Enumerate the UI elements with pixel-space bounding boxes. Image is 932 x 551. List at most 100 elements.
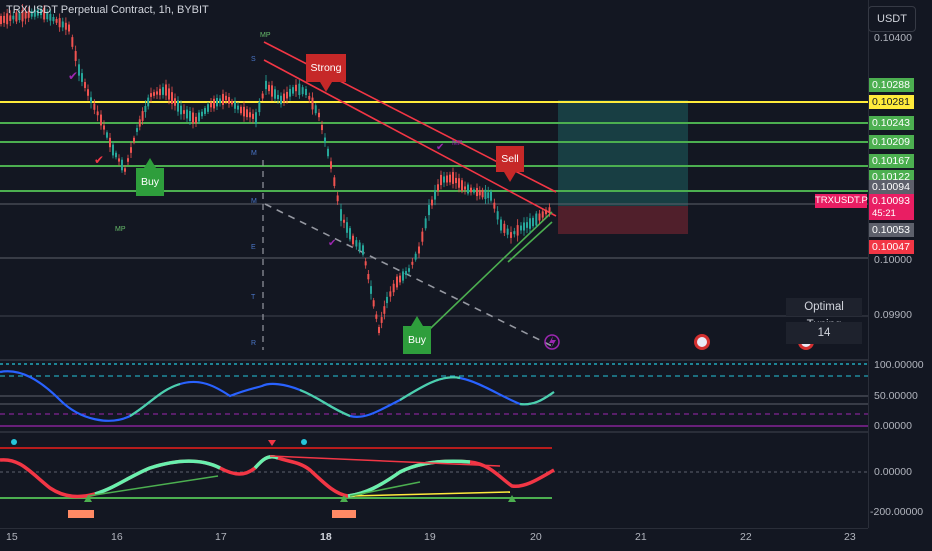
candle-body: [55, 18, 58, 23]
candle-body: [324, 137, 326, 143]
candle-body: [277, 94, 279, 100]
candle-body: [389, 291, 392, 297]
candle-body: [386, 296, 388, 304]
time-axis-label: 21: [635, 531, 647, 543]
candle-body: [283, 93, 285, 102]
buy-signal-label: Buy: [136, 168, 164, 196]
candle-body: [455, 177, 457, 184]
candle-body: [421, 231, 424, 242]
buy-arrow-icon: [411, 316, 423, 326]
candle-body: [481, 189, 484, 198]
candle-body: [162, 87, 164, 95]
check-icon: ✔: [328, 238, 336, 249]
candle-body: [440, 174, 442, 186]
time-axis[interactable]: [0, 528, 868, 551]
candle-body: [292, 87, 294, 94]
flash-icon[interactable]: [544, 334, 560, 350]
candle-body: [165, 84, 167, 96]
candle-body: [452, 172, 454, 184]
candle-body: [237, 105, 239, 110]
candle-body: [396, 276, 398, 288]
oscillator-line: [0, 370, 555, 422]
candle-body: [103, 125, 105, 130]
candle-body: [222, 93, 224, 105]
candle-body: [249, 112, 251, 118]
sell-label: Sell: [501, 153, 519, 165]
candle-body: [286, 91, 288, 99]
candle-body: [271, 85, 273, 97]
buy-arrow-icon: [144, 158, 156, 168]
candle-body: [520, 225, 522, 231]
candle-body: [204, 108, 206, 114]
candle-body: [352, 235, 354, 245]
candle-body: [437, 184, 439, 191]
candle-body: [311, 97, 314, 110]
candle-body: [27, 11, 30, 18]
candle-body: [43, 8, 46, 20]
candle-body: [246, 109, 248, 118]
candle-body: [516, 225, 519, 236]
candle-body: [171, 92, 173, 104]
candle-body: [464, 186, 466, 190]
candle-body: [372, 300, 375, 307]
candle-body: [3, 15, 6, 23]
symbol-tag: TRXUSDT.P: [815, 194, 868, 208]
price-tag: 0.10288: [869, 78, 914, 92]
candle-body: [443, 176, 445, 183]
candle-body: [526, 222, 528, 228]
time-axis-label: 17: [215, 531, 227, 543]
time-axis-label: 16: [111, 531, 123, 543]
candle-body: [523, 222, 525, 231]
candle-body: [106, 132, 108, 138]
level-marker: R: [251, 340, 257, 347]
momentum-pane[interactable]: [0, 432, 868, 528]
candle-body: [90, 97, 92, 103]
level-marker: S: [251, 56, 256, 63]
signal-badge: [68, 510, 94, 518]
candle-body: [428, 204, 430, 216]
candle-body: [529, 218, 531, 229]
candle-body: [159, 88, 161, 96]
oscillator-pane[interactable]: [0, 360, 868, 432]
candle-body: [461, 180, 463, 191]
candle-body: [364, 261, 367, 266]
candle-body: [503, 223, 506, 233]
candle-body: [411, 261, 414, 265]
candle-body: [333, 177, 336, 186]
price-tag: 0.10281: [869, 95, 914, 109]
candle-body: [183, 110, 185, 114]
candle-body: [121, 159, 123, 171]
optimal-tuning-title: Optimal Tuning: [786, 298, 862, 331]
level-marker: M: [251, 150, 257, 157]
candle-body: [144, 105, 147, 113]
candle-body: [314, 105, 317, 114]
candle-body: [147, 97, 150, 107]
sell-signal-label: Sell: [496, 146, 524, 172]
price-axis-label: 0.10400: [874, 32, 912, 44]
currency-selector[interactable]: USDT: [868, 6, 916, 32]
candle-body: [68, 24, 70, 32]
time-axis-label: 15: [6, 531, 18, 543]
candle-body: [274, 89, 276, 99]
flag-icon-inner: [697, 337, 707, 347]
candle-body: [431, 199, 433, 206]
support-trendline: [507, 221, 553, 263]
candle-body: [367, 274, 370, 280]
candle-body: [538, 213, 541, 221]
current-price-tag: 0.10093: [869, 194, 914, 208]
candle-body: [362, 245, 364, 255]
candle-body: [136, 128, 138, 132]
oscillator-axis-label: 100.00000: [874, 359, 924, 371]
price-tag: 0.10243: [869, 116, 914, 130]
candle-body: [33, 9, 36, 17]
candle-body: [358, 242, 361, 251]
candle-body: [219, 98, 221, 104]
candle-body: [346, 222, 348, 233]
candle-body: [265, 80, 267, 90]
candle-body: [198, 112, 200, 122]
candle-body: [153, 92, 155, 96]
candle-body: [548, 207, 551, 213]
level-marker: E: [251, 244, 256, 251]
candle-body: [78, 64, 80, 76]
candle-body: [295, 84, 297, 92]
